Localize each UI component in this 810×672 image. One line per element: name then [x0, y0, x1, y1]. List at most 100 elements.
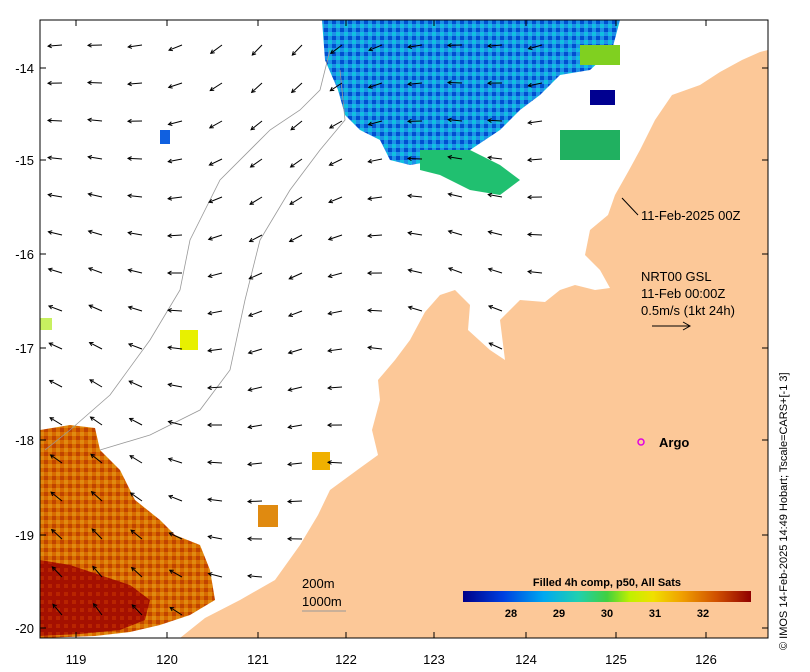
lat-tick: -14 [15, 61, 34, 76]
lat-tick: -17 [15, 341, 34, 356]
current-vector-head [47, 192, 53, 198]
current-vector [91, 491, 103, 502]
current-vector [169, 532, 183, 540]
current-vector [488, 305, 503, 312]
sst-cool-patch [322, 20, 620, 165]
current-vector-head [50, 528, 56, 534]
current-vector [527, 233, 543, 236]
current-vector [291, 82, 303, 93]
current-vector-head [248, 237, 254, 243]
current-vector-head [167, 84, 173, 89]
current-vector [209, 120, 223, 129]
current-vector [127, 157, 143, 160]
current-vector [48, 305, 63, 312]
current-vector-head [527, 269, 532, 275]
current-vector [128, 232, 143, 236]
current-vector-head [367, 196, 373, 201]
current-vector [368, 158, 383, 163]
current-vector [168, 421, 183, 426]
current-vector [47, 119, 63, 122]
current-vector-head [168, 46, 174, 52]
current-vector [288, 424, 303, 428]
current-vector [128, 82, 143, 85]
current-vector-head [46, 118, 52, 123]
current-vector [168, 120, 183, 126]
current-vector-head [487, 155, 492, 161]
current-vector [129, 455, 143, 464]
colorbar-tick: 32 [697, 608, 709, 620]
sst-blue-fleck [160, 130, 170, 144]
current-vector-head [487, 43, 492, 49]
current-vector [208, 498, 223, 502]
current-vector [88, 156, 103, 160]
current-vector [448, 119, 463, 122]
current-vector-head [247, 424, 253, 430]
current-vector [88, 304, 103, 312]
current-vectors [46, 42, 543, 616]
current-vector [167, 309, 183, 312]
current-vector-head [287, 349, 293, 355]
current-vector-head [526, 232, 532, 237]
current-vector [408, 306, 423, 312]
current-vector [368, 196, 383, 200]
current-vector-head [166, 233, 172, 239]
current-vector-head [366, 308, 372, 313]
current-vector-head [527, 157, 532, 163]
lon-tick: 122 [335, 652, 357, 667]
argo-float-marker[interactable] [637, 438, 645, 446]
current-vector [448, 267, 463, 274]
current-legend-line3: 0.5m/s (1kt 24h) [641, 303, 735, 318]
lon-tick: 119 [66, 652, 87, 667]
current-vector-head [250, 125, 256, 131]
current-vector [291, 44, 303, 56]
lon-tick: 126 [695, 652, 717, 667]
current-vector [168, 458, 183, 464]
current-vector [90, 416, 103, 426]
current-vector [408, 195, 423, 198]
current-vector-head [486, 118, 492, 123]
current-vector [288, 348, 303, 354]
current-vector [168, 44, 183, 51]
lat-tick: -16 [15, 247, 34, 262]
current-vector-head [128, 380, 134, 385]
current-vector-head [366, 270, 372, 276]
current-vector-head [289, 163, 295, 168]
current-vector [528, 158, 543, 161]
current-vector-head [327, 236, 333, 241]
current-vector [368, 234, 383, 237]
current-vector-head [47, 304, 53, 310]
current-vector-head [207, 273, 213, 279]
current-vector [208, 272, 223, 278]
current-vector-head [446, 42, 452, 48]
current-vector [248, 310, 263, 317]
current-vector [528, 120, 543, 124]
lat-tick: -15 [15, 153, 34, 168]
isobath-200m [44, 49, 331, 451]
current-vector [248, 348, 263, 354]
current-scale-arrow [652, 321, 692, 331]
current-vector-head [527, 82, 533, 88]
current-vector-head [90, 490, 96, 496]
current-vector [128, 194, 143, 198]
current-vector [488, 156, 503, 160]
current-vector-head [329, 86, 335, 92]
current-vector [129, 380, 143, 388]
colorbar-tick: 28 [505, 608, 517, 620]
current-vector [528, 44, 543, 50]
current-vector-head [368, 46, 374, 52]
current-vector-head [527, 120, 533, 125]
current-vector [128, 306, 143, 312]
current-vector-head [206, 460, 212, 465]
current-vector [248, 462, 263, 465]
current-vector [169, 607, 183, 616]
current-vector-head [49, 417, 55, 422]
current-vector-head [166, 270, 172, 276]
current-vector-head [128, 417, 134, 423]
current-vector [247, 500, 263, 503]
current-vector [169, 569, 183, 578]
current-vector [289, 272, 303, 280]
argo-label: Argo [659, 435, 689, 450]
current-vector [289, 234, 303, 243]
current-vector [489, 342, 503, 350]
current-vector-head [246, 499, 252, 504]
